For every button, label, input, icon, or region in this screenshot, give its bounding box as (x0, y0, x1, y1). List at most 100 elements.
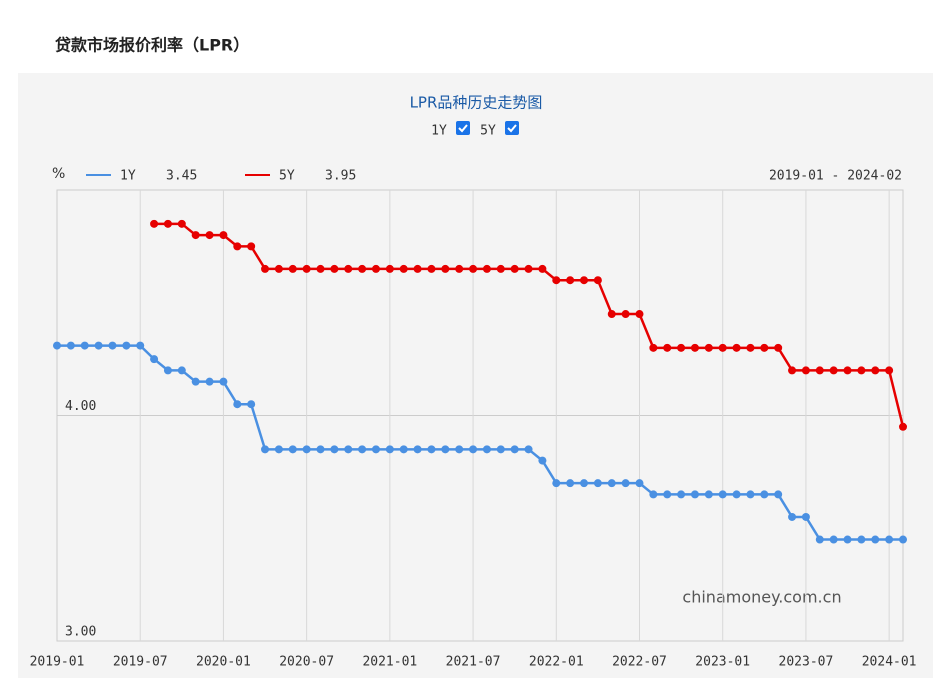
data-point (524, 445, 533, 454)
data-point (150, 355, 159, 364)
data-point (177, 219, 186, 228)
data-point (261, 445, 270, 454)
data-point (469, 264, 478, 273)
data-point (857, 366, 866, 375)
page-title: 贷款市场报价利率（LPR） (55, 36, 249, 55)
data-point (871, 535, 880, 544)
data-point (663, 490, 672, 499)
data-point (871, 366, 880, 375)
data-point (385, 264, 394, 273)
data-point (150, 219, 159, 228)
data-point (815, 535, 824, 544)
x-tick-label: 2024-01 (862, 655, 917, 670)
x-tick-label: 2023-07 (779, 655, 834, 670)
data-point (163, 366, 172, 375)
data-point (510, 445, 519, 454)
data-point (53, 341, 61, 350)
data-point (482, 445, 491, 454)
data-point (94, 341, 103, 350)
data-point (677, 490, 686, 499)
data-point (385, 445, 394, 454)
y-tick-label: 3.00 (65, 625, 96, 640)
data-point (843, 366, 852, 375)
data-point (205, 231, 214, 240)
data-point (593, 276, 602, 285)
x-tick-label: 2022-01 (529, 655, 584, 670)
data-point (455, 445, 464, 454)
data-point (510, 264, 519, 273)
data-point (66, 341, 75, 350)
data-point (371, 445, 380, 454)
data-point (635, 479, 644, 488)
data-point (496, 264, 505, 273)
data-point (746, 490, 755, 499)
data-point (191, 377, 200, 386)
data-point (136, 341, 145, 350)
data-point (344, 445, 353, 454)
data-point (358, 264, 367, 273)
data-point (496, 445, 505, 454)
data-point (885, 366, 894, 375)
data-point (635, 310, 644, 319)
data-point (371, 264, 380, 273)
data-point (801, 366, 810, 375)
data-point (621, 310, 630, 319)
data-point (358, 445, 367, 454)
data-point (899, 422, 907, 431)
data-point (413, 445, 422, 454)
data-point (247, 400, 256, 409)
data-point (247, 242, 256, 251)
data-point (316, 445, 325, 454)
data-point (80, 341, 89, 350)
data-point (274, 264, 283, 273)
data-point (774, 343, 783, 352)
data-point (566, 276, 575, 285)
data-point (663, 343, 672, 352)
data-point (552, 479, 561, 488)
x-tick-label: 2023-01 (695, 655, 750, 670)
data-point (288, 264, 297, 273)
data-point (885, 535, 894, 544)
legend-label: 5Y (279, 169, 295, 184)
data-point (524, 264, 533, 273)
toggle-label: 5Y (480, 124, 496, 139)
data-point (552, 276, 561, 285)
data-point (621, 479, 630, 488)
data-point (718, 343, 727, 352)
data-point (441, 445, 450, 454)
data-point (704, 490, 713, 499)
data-point (774, 490, 783, 499)
x-tick-label: 2021-07 (446, 655, 501, 670)
data-point (718, 490, 727, 499)
data-point (163, 219, 172, 228)
data-point (760, 343, 769, 352)
data-point (177, 366, 186, 375)
data-point (233, 400, 242, 409)
data-point (399, 445, 408, 454)
data-point (843, 535, 852, 544)
data-point (690, 343, 699, 352)
data-point (829, 366, 838, 375)
data-point (261, 264, 270, 273)
y-axis-label: % (52, 166, 65, 182)
watermark: chinamoney.com.cn (682, 588, 841, 607)
checkbox[interactable] (456, 121, 470, 135)
data-point (330, 264, 339, 273)
legend-value: 3.95 (325, 169, 356, 184)
data-point (288, 445, 297, 454)
data-point (469, 445, 478, 454)
legend-value: 3.45 (166, 169, 197, 184)
data-point (219, 377, 228, 386)
data-point (274, 445, 283, 454)
data-point (427, 445, 436, 454)
date-range: 2019-01 - 2024-02 (769, 169, 902, 184)
chart-panel (18, 73, 933, 678)
data-point (330, 445, 339, 454)
checkbox[interactable] (505, 121, 519, 135)
data-point (760, 490, 769, 499)
x-tick-label: 2022-07 (612, 655, 667, 670)
data-point (427, 264, 436, 273)
data-point (788, 366, 797, 375)
toggle-label: 1Y (431, 124, 447, 139)
